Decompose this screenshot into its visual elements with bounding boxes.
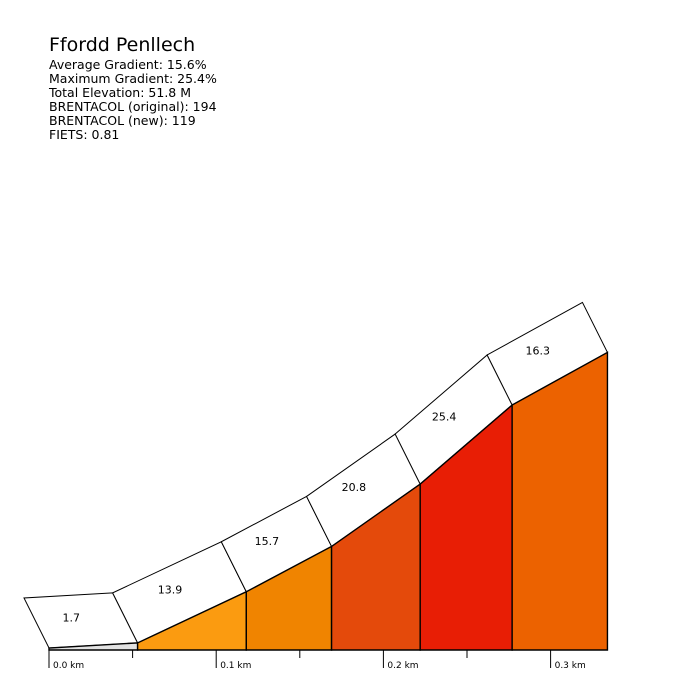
top-band: 1.7 13.9 15.7 20.8 25.4 16.3 (23, 301, 609, 649)
fiets-score: FIETS: 0.81 (49, 127, 120, 142)
segment-fill (511, 351, 609, 651)
segment-gradient-label: 1.7 (63, 611, 81, 624)
x-tick-label: 0.3 km (555, 661, 586, 671)
x-tick-label: 0.1 km (220, 661, 251, 671)
segment-gradient-label: 15.7 (255, 535, 280, 548)
x-tick-label: 0.0 km (53, 661, 84, 671)
segment-gradient-label: 25.4 (432, 411, 457, 424)
average-gradient: Average Gradient: 15.6% (49, 57, 207, 72)
total-elevation: Total Elevation: 51.8 M (49, 85, 192, 100)
x-axis: 0.0 km 0.1 km 0.2 km 0.3 km (48, 649, 604, 671)
x-tick-label: 0.2 km (387, 661, 418, 671)
segment-gradient-label: 13.9 (158, 583, 183, 596)
brentacol-new: BRENTACOL (new): 119 (49, 113, 196, 128)
brentacol-original: BRENTACOL (original): 194 (49, 99, 217, 114)
stats-panel: Ffordd Penllech Average Gradient: 15.6% … (49, 34, 217, 142)
maximum-gradient: Maximum Gradient: 25.4% (49, 71, 217, 86)
climb-title: Ffordd Penllech (49, 34, 196, 56)
segment-gradient-label: 16.3 (526, 345, 551, 358)
segment-gradient-label: 20.8 (342, 481, 367, 494)
